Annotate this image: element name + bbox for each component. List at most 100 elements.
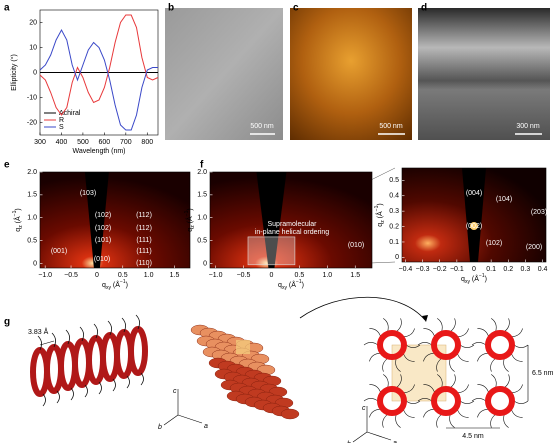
x-tick-label: 1.0 — [322, 272, 332, 279]
side-chain — [457, 328, 469, 337]
side-chain — [491, 318, 497, 332]
cross-section-image — [418, 8, 550, 140]
axis-label-part: −1 — [374, 205, 380, 211]
panel-label: f — [200, 160, 204, 171]
annotation: Supramolecular — [267, 221, 317, 228]
axis-letter: c — [362, 405, 366, 412]
peak-label: (002) — [466, 223, 482, 230]
side-chain — [471, 398, 487, 402]
side-chain — [423, 408, 435, 418]
axes-frame — [209, 171, 373, 269]
helix-cross-section — [431, 330, 461, 360]
axis-label-part: q — [278, 282, 282, 289]
side-chain — [477, 328, 489, 337]
axis-label-part: xy — [282, 285, 288, 291]
dimension-label: 6.5 nm — [532, 370, 553, 377]
x-tick-label: 1.0 — [144, 272, 154, 279]
peak-label: (200) — [526, 244, 542, 251]
helix-cross-section — [377, 386, 407, 416]
legend-label: Achiral — [59, 110, 81, 117]
y-tick-label: 10 — [29, 44, 37, 51]
x-tick-label: −0.3 — [416, 266, 430, 273]
side-chain — [383, 374, 389, 388]
axis-label: qz (Å−1) — [374, 203, 386, 226]
side-chain — [382, 358, 388, 372]
axis-label-part: (Å — [287, 280, 296, 289]
panel-label: b — [168, 3, 174, 14]
axis-arrow — [177, 414, 203, 424]
side-chain — [490, 414, 496, 428]
side-chain — [403, 353, 415, 362]
side-chain — [383, 318, 389, 332]
peak-label: (112) — [136, 212, 152, 219]
axis-label-part: q — [461, 276, 465, 283]
y-tick-label: 0.5 — [389, 177, 399, 184]
axis-label: qxy (Å−1) — [278, 279, 304, 291]
annotation: (010) — [348, 242, 364, 249]
side-chain — [513, 344, 529, 348]
x-tick-label: −0.2 — [433, 266, 447, 273]
panel-label: d — [421, 3, 427, 14]
side-chain — [503, 358, 509, 372]
side-chain — [437, 374, 443, 388]
axis-label: qz (Å−1) — [12, 208, 24, 231]
side-chain — [423, 384, 435, 393]
y-axis-label: Ellipticity (°) — [10, 54, 18, 91]
legend-label: R — [59, 117, 64, 124]
beam-stop — [84, 172, 109, 268]
giwaxs-image — [210, 172, 372, 268]
beam-stop — [462, 168, 486, 262]
side-chain — [436, 358, 442, 372]
helix-cross-section — [377, 330, 407, 360]
axis-label-part: xy — [106, 285, 112, 291]
x-tick-label: −1.0 — [38, 272, 52, 279]
axis-label-part: ) — [485, 276, 487, 283]
axis-label-part: (Å — [111, 280, 120, 289]
peak-label: (110) — [136, 260, 152, 267]
dimension-label: 4.5 nm — [462, 433, 484, 440]
peak-label: (103) — [80, 190, 96, 197]
y-tick-label: 0 — [203, 260, 207, 267]
y-tick-label: 0.5 — [197, 237, 207, 244]
axis-letter: c — [173, 388, 177, 395]
y-tick-label: 0.2 — [389, 223, 399, 230]
y-tick-label: 2.0 — [197, 169, 207, 176]
y-tick-label: 0.3 — [389, 208, 399, 215]
axis-label-part: −1 — [479, 273, 485, 279]
side-chain — [395, 414, 401, 428]
y-tick-label: 1.5 — [27, 192, 37, 199]
axis-label-part: (Å — [375, 211, 384, 220]
peak-spot — [470, 222, 478, 230]
x-tick-label: −0.5 — [64, 272, 78, 279]
axis-label-part: q — [187, 228, 194, 232]
x-tick-label: 0.3 — [521, 266, 531, 273]
axis-letter: b — [158, 424, 162, 431]
axis-label-part: ) — [302, 282, 304, 289]
x-tick-label: −1.0 — [209, 272, 223, 279]
unit-cell — [236, 340, 250, 354]
side-chain — [417, 342, 433, 346]
zoom-box — [247, 236, 296, 266]
x-tick-label: 0 — [269, 272, 273, 279]
scale-label: 300 nm — [516, 123, 540, 130]
axis-label-part: ) — [15, 208, 22, 210]
peak-label: (111) — [136, 237, 151, 244]
y-tick-label: 0.5 — [27, 237, 37, 244]
peak-label: (300) — [551, 244, 553, 251]
side-chain — [490, 358, 496, 372]
x-tick-label: 500 — [77, 139, 89, 146]
side-chain — [503, 414, 509, 428]
y-tick-label: -20 — [27, 119, 37, 126]
side-chain — [363, 342, 379, 346]
x-tick-label: 0.2 — [503, 266, 513, 273]
y-tick-label: 1.0 — [197, 215, 207, 222]
side-chain — [382, 414, 388, 428]
scale-label: 500 nm — [379, 123, 403, 130]
axis-letter: b — [347, 441, 351, 443]
y-tick-label: 0.1 — [389, 239, 399, 246]
annotation: in-plane helical ordering — [255, 229, 329, 236]
x-tick-label: 0.5 — [295, 272, 305, 279]
y-tick-label: 0 — [33, 69, 37, 76]
axis-label-part: z — [190, 225, 196, 228]
